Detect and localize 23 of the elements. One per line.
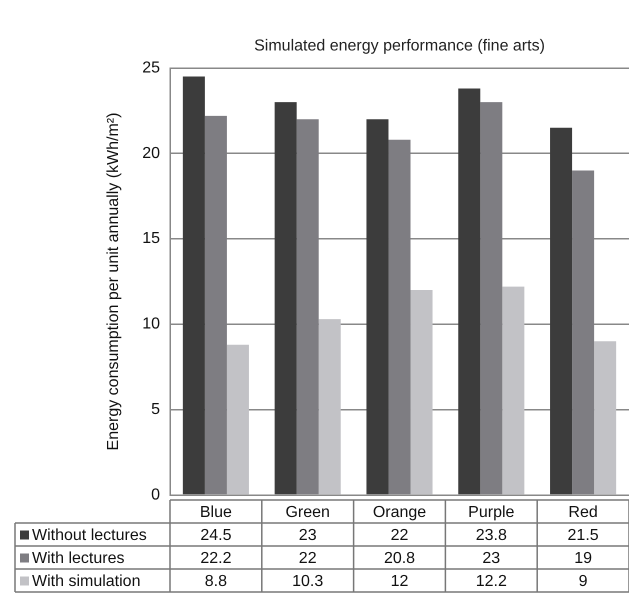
x-tick-label: Red	[568, 504, 598, 521]
bar	[410, 290, 433, 494]
x-tick-label: Purple	[468, 504, 515, 521]
bar	[318, 319, 341, 494]
bar	[550, 128, 572, 494]
y-tick-label: 25	[142, 59, 160, 76]
y-tick-label: 10	[142, 316, 160, 333]
bar	[274, 102, 297, 494]
x-tick-label: Orange	[372, 504, 426, 521]
y-tick-label: 15	[142, 230, 160, 248]
y-tick-label: 5	[151, 401, 160, 418]
x-tick-label: Blue	[200, 504, 232, 521]
y-tick-label: 0	[151, 486, 160, 504]
bar	[594, 341, 616, 494]
bar	[502, 286, 524, 494]
y-axis-title: Energy consumption per unit annually (kWh/m²)	[105, 112, 122, 450]
bar	[458, 88, 480, 494]
x-tick-label: Green	[285, 504, 330, 521]
bar	[182, 76, 205, 494]
bar	[226, 344, 249, 494]
bar	[366, 119, 388, 494]
chart-title: Simulated energy performance (fine arts)	[254, 37, 545, 54]
y-tick-label: 20	[142, 144, 160, 162]
